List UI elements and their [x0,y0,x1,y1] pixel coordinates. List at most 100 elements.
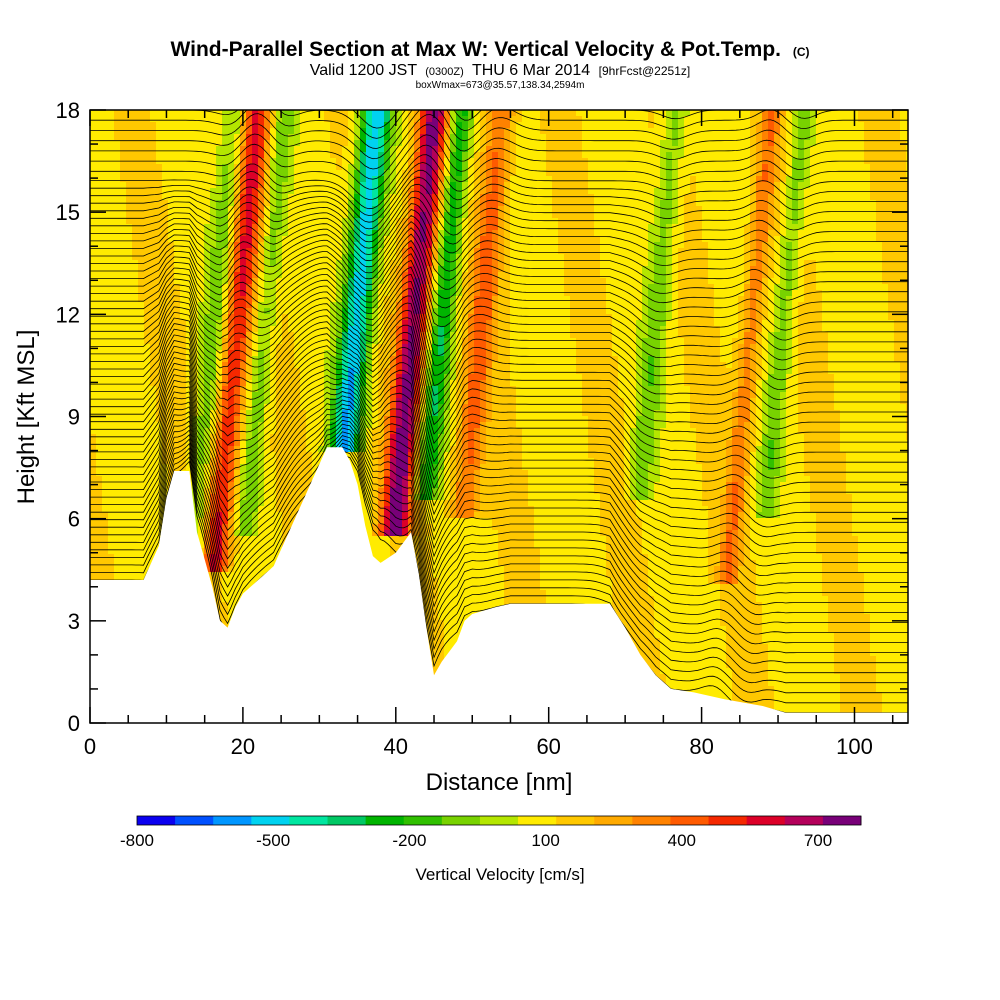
velocity-cell [774,158,781,165]
velocity-cell [354,140,361,147]
velocity-cell [864,206,871,213]
velocity-cell [690,194,697,201]
velocity-cell [654,254,661,261]
velocity-cell [102,272,109,279]
velocity-cell [798,236,805,243]
velocity-cell [858,182,865,189]
velocity-cell [486,158,493,165]
velocity-cell [738,248,745,255]
velocity-cell [150,134,157,141]
velocity-cell [822,140,829,147]
velocity-cell [498,176,505,183]
velocity-cell [252,200,259,207]
velocity-cell [492,302,499,309]
velocity-cell [312,302,319,309]
velocity-cell [786,320,793,327]
velocity-cell [438,302,445,309]
velocity-cell [798,218,805,225]
velocity-cell [294,266,301,273]
velocity-cell [486,164,493,171]
velocity-cell [210,152,217,159]
velocity-cell [96,134,103,141]
velocity-cell [756,248,763,255]
velocity-cell [222,206,229,213]
velocity-cell [306,242,313,249]
velocity-cell [210,260,217,267]
velocity-cell [492,278,499,285]
velocity-cell [834,302,841,309]
velocity-cell [498,194,505,201]
velocity-cell [840,140,847,147]
velocity-cell [246,164,253,171]
velocity-cell [168,110,175,117]
velocity-cell [204,164,211,171]
velocity-cell [108,272,115,279]
velocity-cell [522,152,529,159]
velocity-cell [732,230,739,237]
velocity-cell [510,272,517,279]
velocity-cell [306,110,313,117]
velocity-cell [228,278,235,285]
velocity-cell [402,296,409,303]
velocity-cell [882,176,889,183]
velocity-cell [144,302,151,309]
velocity-cell [306,278,313,285]
velocity-cell [720,182,727,189]
velocity-cell [198,308,205,315]
velocity-cell [534,182,541,189]
velocity-cell [222,128,229,135]
velocity-cell [558,248,565,255]
velocity-cell [822,206,829,213]
velocity-cell [720,296,727,303]
velocity-cell [216,158,223,165]
velocity-cell [264,224,271,231]
velocity-cell [906,302,908,309]
velocity-cell [570,290,577,297]
velocity-cell [612,140,619,147]
velocity-cell [720,110,727,117]
velocity-cell [144,206,151,213]
velocity-cell [618,146,625,153]
velocity-cell [696,152,703,159]
velocity-cell [594,134,601,141]
velocity-cell [384,230,391,237]
velocity-cell [444,242,451,249]
velocity-cell [582,152,589,159]
velocity-cell [480,212,487,219]
velocity-cell [108,308,115,315]
velocity-cell [114,212,121,219]
velocity-cell [864,134,871,141]
velocity-cell [654,314,661,321]
velocity-cell [540,320,547,327]
velocity-cell [120,296,127,303]
velocity-cell [198,194,205,201]
velocity-cell [744,146,751,153]
velocity-cell [150,116,157,123]
velocity-cell [258,134,265,141]
velocity-cell [564,206,571,213]
velocity-cell [474,128,481,135]
velocity-cell [456,158,463,165]
velocity-cell [330,260,337,267]
velocity-cell [600,290,607,297]
velocity-cell [306,170,313,177]
velocity-cell [660,152,667,159]
velocity-cell [882,110,889,117]
velocity-cell [870,278,877,285]
velocity-cell [252,296,259,303]
velocity-cell [174,284,181,291]
velocity-cell [852,278,859,285]
velocity-cell [828,320,835,327]
velocity-cell [240,182,247,189]
velocity-cell [126,170,133,177]
velocity-cell [114,134,121,141]
velocity-cell [864,152,871,159]
velocity-cell [240,224,247,231]
velocity-cell [666,272,673,279]
velocity-cell [510,218,517,225]
velocity-cell [168,140,175,147]
velocity-cell [882,116,889,123]
velocity-cell [390,188,397,195]
velocity-cell [636,116,643,123]
velocity-cell [666,182,673,189]
